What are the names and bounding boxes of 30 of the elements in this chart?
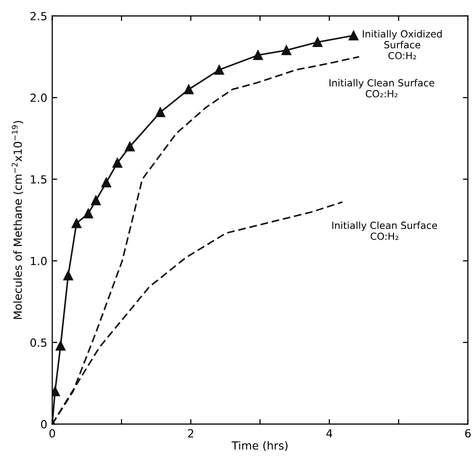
point [155,107,166,118]
annotation: Initially Clean Surface CO:H₂ [332,222,438,240]
point [253,50,263,60]
point [348,30,358,40]
y-axis-title: Molecules of Methane (cm$^{−2}$x10$^{−19}$) [12,120,24,319]
point [214,64,224,75]
annotation: Initially Oxidized Surface CO:H₂ [362,30,442,60]
point [184,84,194,94]
point [282,45,292,56]
y-tick-label: 2.5 [30,12,46,20]
x-tick-label: 2 [188,429,194,438]
point [63,270,74,280]
y-tick-label: 0 [41,420,47,428]
y-tick-label: 0.5 [30,338,46,347]
point [83,208,94,218]
x-axis-title: Time (hrs) [232,441,288,451]
y-tick-label: 1.5 [30,175,46,184]
point [72,218,82,228]
x-tick-label: 0 [49,429,56,438]
point [312,37,322,47]
y-tick-label: 2.0 [30,94,47,102]
point [124,142,135,152]
point [91,196,101,206]
point [56,340,66,351]
y-tick-label: 1.0 [30,256,47,266]
point [112,158,122,168]
x-tick-label: 6 [465,429,471,438]
annotation: Initially Clean Surface CO₂:H₂ [330,78,434,98]
x-tick-label: 4 [326,429,332,438]
point [101,178,112,188]
